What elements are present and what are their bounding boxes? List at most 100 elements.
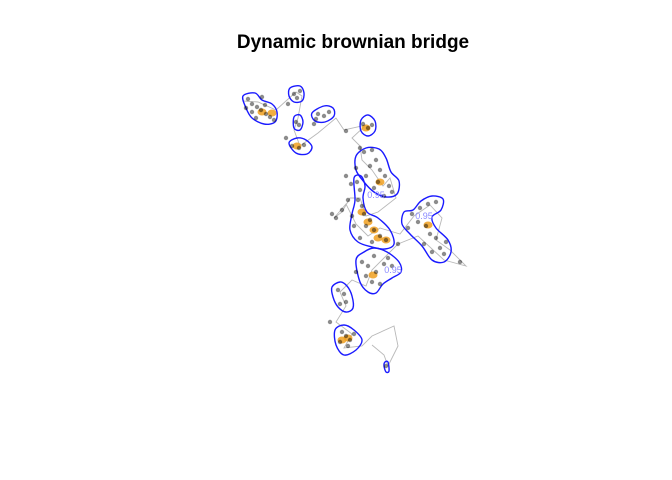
density-hotspot: [337, 336, 347, 344]
gps-point: [369, 122, 375, 128]
gps-point: [343, 299, 349, 305]
utilization-density-layer: [257, 108, 433, 344]
gps-point: [357, 187, 363, 193]
contour-polygon: [330, 281, 355, 313]
gps-point: [333, 215, 339, 221]
gps-point: [294, 95, 300, 101]
gps-point: [359, 203, 365, 209]
gps-point: [296, 145, 302, 151]
density-hotspot: [292, 142, 302, 150]
gps-point: [354, 179, 360, 185]
gps-point: [371, 185, 377, 191]
density-hotspot: [369, 226, 379, 234]
gps-point: [296, 122, 302, 128]
gps-point: [367, 217, 373, 223]
density-hotspot: [257, 108, 267, 116]
gps-point: [382, 173, 388, 179]
contour-polygon: [349, 174, 395, 250]
gps-point: [297, 88, 303, 94]
gps-point: [363, 273, 369, 279]
gps-point: [415, 219, 421, 225]
gps-point: [271, 117, 277, 123]
gps-point: [357, 145, 363, 151]
gps-point: [373, 269, 379, 275]
gps-point: [341, 291, 347, 297]
gps-point: [377, 233, 383, 239]
gps-point: [381, 193, 387, 199]
gps-point: [421, 241, 427, 247]
gps-point: [361, 149, 367, 155]
gps-point: [427, 231, 433, 237]
contour-polygon: [383, 360, 390, 374]
trajectory-line: [242, 91, 468, 368]
gps-point: [395, 241, 401, 247]
gps-point: [343, 128, 349, 134]
gps-point: [347, 337, 353, 343]
gps-point: [423, 223, 429, 229]
gps-point: [365, 125, 371, 131]
contour-polygon: [333, 324, 363, 356]
gps-point: [409, 211, 415, 217]
density-hotspot: [368, 271, 378, 279]
gps-point: [313, 116, 319, 122]
gps-point: [249, 101, 255, 107]
contour-label-layer: 0.95 0.95 0.95: [367, 190, 433, 275]
contour-polygon: [287, 85, 305, 104]
gps-point: [343, 173, 349, 179]
density-hotspot: [267, 109, 277, 117]
gps-point: [345, 197, 351, 203]
gps-point: [353, 269, 359, 275]
gps-point: [301, 142, 307, 148]
gps-point: [433, 235, 439, 241]
gps-point: [293, 119, 299, 125]
gps-point: [386, 183, 392, 189]
gps-point: [377, 167, 383, 173]
gps-point: [348, 181, 354, 187]
gps-point: [357, 235, 363, 241]
density-hotspot: [373, 234, 383, 242]
gps-point: [355, 197, 361, 203]
gps-point: [375, 179, 381, 185]
gps-point: [262, 102, 268, 108]
contour-level-label: 0.95: [415, 211, 433, 221]
gps-point: [365, 263, 371, 269]
contour-level-label: 0.95: [384, 265, 402, 275]
gps-point: [263, 111, 269, 117]
gps-point: [373, 157, 379, 163]
gps-point: [351, 223, 357, 229]
gps-point: [349, 213, 355, 219]
gps-point: [249, 109, 255, 115]
gps-point: [339, 207, 345, 213]
gps-point: [337, 301, 343, 307]
gps-point: [289, 143, 295, 149]
gps-point: [359, 259, 365, 265]
gps-point: [389, 263, 395, 269]
gps-point: [363, 223, 369, 229]
gps-point: [345, 343, 351, 349]
gps-point: [371, 227, 377, 233]
density-hotspot: [381, 236, 391, 244]
gps-point: [339, 329, 345, 335]
gps-point: [315, 111, 321, 117]
gps-point: [429, 249, 435, 255]
contour-layer: [241, 85, 452, 374]
gps-point: [383, 363, 389, 369]
gps-point: [291, 91, 297, 97]
gps-point: [360, 121, 366, 127]
gps-point: [353, 165, 359, 171]
gps-point: [258, 107, 264, 113]
gps-point: [327, 319, 333, 325]
density-hotspot: [375, 178, 385, 186]
density-hotspot: [357, 208, 367, 216]
gps-point: [437, 245, 443, 251]
chart-title: Dynamic brownian bridge: [237, 32, 469, 53]
trajectory-layer: [242, 91, 468, 368]
gps-point: [254, 104, 260, 110]
contour-polygon: [292, 113, 304, 132]
gps-point: [383, 237, 389, 243]
gps-point: [425, 201, 431, 207]
contour-polygon: [241, 92, 278, 125]
gps-point: [363, 173, 369, 179]
gps-point: [245, 96, 251, 102]
